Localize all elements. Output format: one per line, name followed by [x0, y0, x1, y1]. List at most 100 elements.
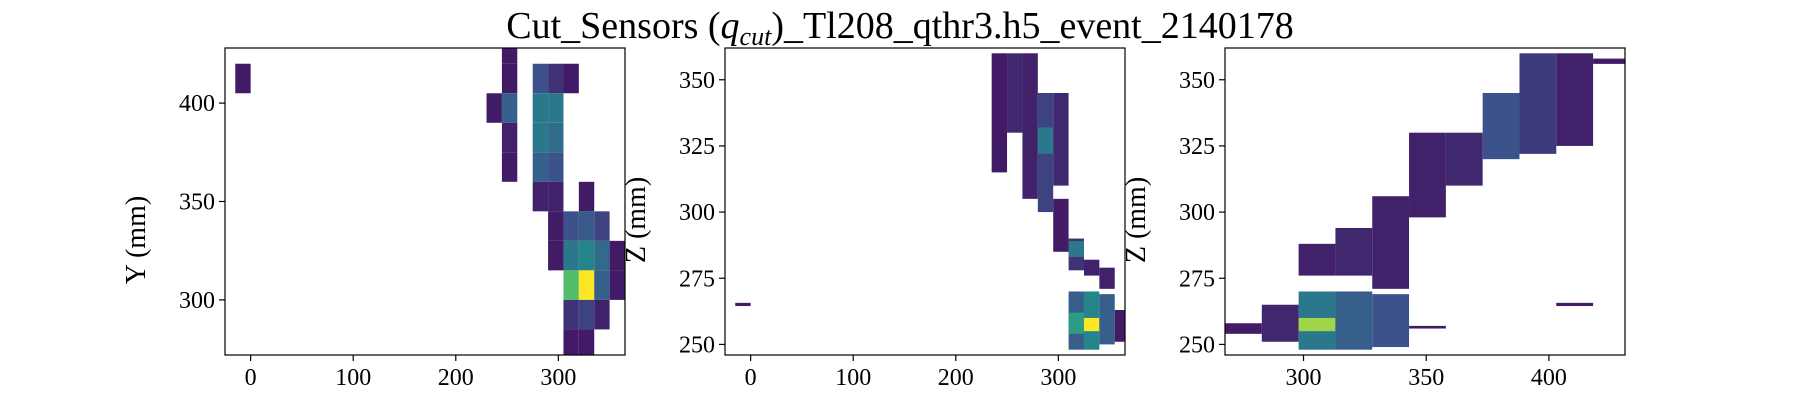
yz-axes-frame — [1224, 47, 1626, 356]
xy-ytick-label: 300 — [179, 288, 215, 314]
yz-xtick-label: 350 — [1408, 365, 1444, 391]
xz-xtick-label: 100 — [835, 365, 871, 391]
xy-cell — [532, 63, 549, 94]
xy-cell — [578, 299, 595, 330]
xy-cell — [594, 211, 610, 241]
xz-cell — [1114, 310, 1125, 342]
yz-cell — [1482, 92, 1520, 160]
xy-cell — [501, 63, 518, 94]
xy-cell — [578, 329, 595, 355]
xz-cell — [1053, 198, 1069, 252]
xz-cell — [1007, 53, 1023, 133]
xy-cell — [548, 122, 564, 153]
xy-xtick-label: 200 — [438, 365, 474, 391]
xz-ytick-label: 275 — [679, 266, 715, 292]
xz-xtick-label: 300 — [1040, 365, 1076, 391]
xy-cell — [235, 63, 251, 94]
xz-cell — [1022, 53, 1038, 199]
xy-cell — [563, 329, 579, 355]
yz-ytick-label: 350 — [1179, 68, 1215, 94]
xz-cell — [1083, 259, 1100, 276]
figure-title-subscript: cut — [740, 22, 773, 51]
xy-cell — [563, 63, 579, 94]
xz-cell — [991, 53, 1008, 173]
xz-cell — [735, 302, 751, 307]
xy-cell — [532, 181, 549, 212]
xz-cell — [1099, 294, 1115, 345]
xy-cell — [532, 122, 549, 153]
xy-xtick-label: 100 — [335, 365, 371, 391]
yz-cell — [1556, 302, 1594, 307]
yz-cell — [1298, 317, 1336, 332]
yz-cell — [1409, 132, 1446, 218]
yz-cell — [1593, 58, 1625, 64]
xy-cell — [578, 181, 595, 212]
xy-cell — [563, 270, 579, 300]
xy-cell — [548, 240, 564, 271]
xy-cell — [532, 93, 549, 123]
xy-projection-panel: Y (mm) 0 100 200 300 300 350 400 — [121, 47, 626, 391]
xz-xtick-label: 0 — [745, 365, 757, 391]
xz-cell — [1053, 92, 1069, 186]
xy-cell — [578, 270, 595, 300]
xz-cell — [1068, 312, 1084, 334]
yz-ytick-label: 300 — [1179, 200, 1215, 226]
xy-cells — [235, 48, 625, 355]
xz-cell — [1083, 317, 1100, 332]
xy-cell — [532, 152, 549, 182]
xz-cell — [1068, 241, 1084, 258]
xy-cell — [594, 240, 610, 271]
yz-projection-panel: Z (mm) 300 350 400 250 275 300 325 350 — [1121, 47, 1626, 391]
yz-ytick-label: 250 — [1179, 332, 1215, 358]
yz-cell — [1372, 294, 1410, 348]
xy-cell — [609, 270, 625, 300]
xz-ytick-label: 350 — [679, 68, 715, 94]
xy-xtick-label: 300 — [540, 365, 576, 391]
xy-cell — [609, 240, 625, 271]
yz-ytick-label: 325 — [1179, 134, 1215, 160]
yz-xtick-label: 300 — [1286, 365, 1322, 391]
xy-cell — [501, 122, 518, 153]
xz-ytick-label: 300 — [679, 200, 715, 226]
xy-cell — [501, 93, 518, 123]
figure-title-suffix: )_Tl208_qthr3.h5_event_2140178 — [771, 5, 1293, 47]
yz-ylabel: Z (mm) — [1121, 177, 1152, 263]
xz-axes-frame — [724, 47, 1126, 356]
yz-xtick-label: 400 — [1531, 365, 1567, 391]
xz-cell — [1099, 267, 1115, 289]
yz-cell — [1335, 291, 1373, 350]
xy-xtick-label: 0 — [245, 365, 257, 391]
yz-ytick-label: 275 — [1179, 266, 1215, 292]
yz-cell — [1225, 323, 1262, 334]
xy-cell — [548, 181, 564, 212]
xy-cell — [548, 211, 564, 241]
yz-cell — [1519, 53, 1557, 154]
xz-ylabel: Z (mm) — [621, 177, 652, 263]
figure-title-prefix: Cut_Sensors ( — [506, 5, 720, 47]
yz-cell — [1409, 325, 1446, 329]
figure-title-math: q — [721, 5, 740, 47]
xy-cell — [578, 211, 595, 241]
xz-cells — [735, 53, 1125, 350]
xy-cell — [563, 299, 579, 330]
xz-ytick-label: 325 — [679, 134, 715, 160]
xy-cell — [594, 299, 610, 330]
xz-projection-panel: Z (mm) 0 100 200 300 250 275 300 325 350 — [621, 47, 1126, 391]
yz-cell — [1445, 132, 1483, 186]
xy-cell — [501, 152, 518, 182]
yz-cell — [1298, 243, 1336, 276]
xy-cell — [563, 240, 579, 271]
xy-cell — [548, 63, 564, 94]
figure-title: Cut_Sensors (qcut)_Tl208_qthr3.h5_event_… — [506, 5, 1294, 51]
yz-cell — [1261, 304, 1299, 342]
xy-cell — [501, 48, 518, 64]
xy-cell — [548, 152, 564, 182]
yz-cell — [1372, 196, 1410, 289]
xy-ytick-label: 400 — [179, 91, 215, 117]
xz-cell — [1037, 127, 1054, 154]
xy-cell — [578, 240, 595, 271]
xy-cell — [563, 211, 579, 241]
xz-xtick-label: 200 — [938, 365, 974, 391]
xy-ylabel: Y (mm) — [121, 196, 152, 284]
